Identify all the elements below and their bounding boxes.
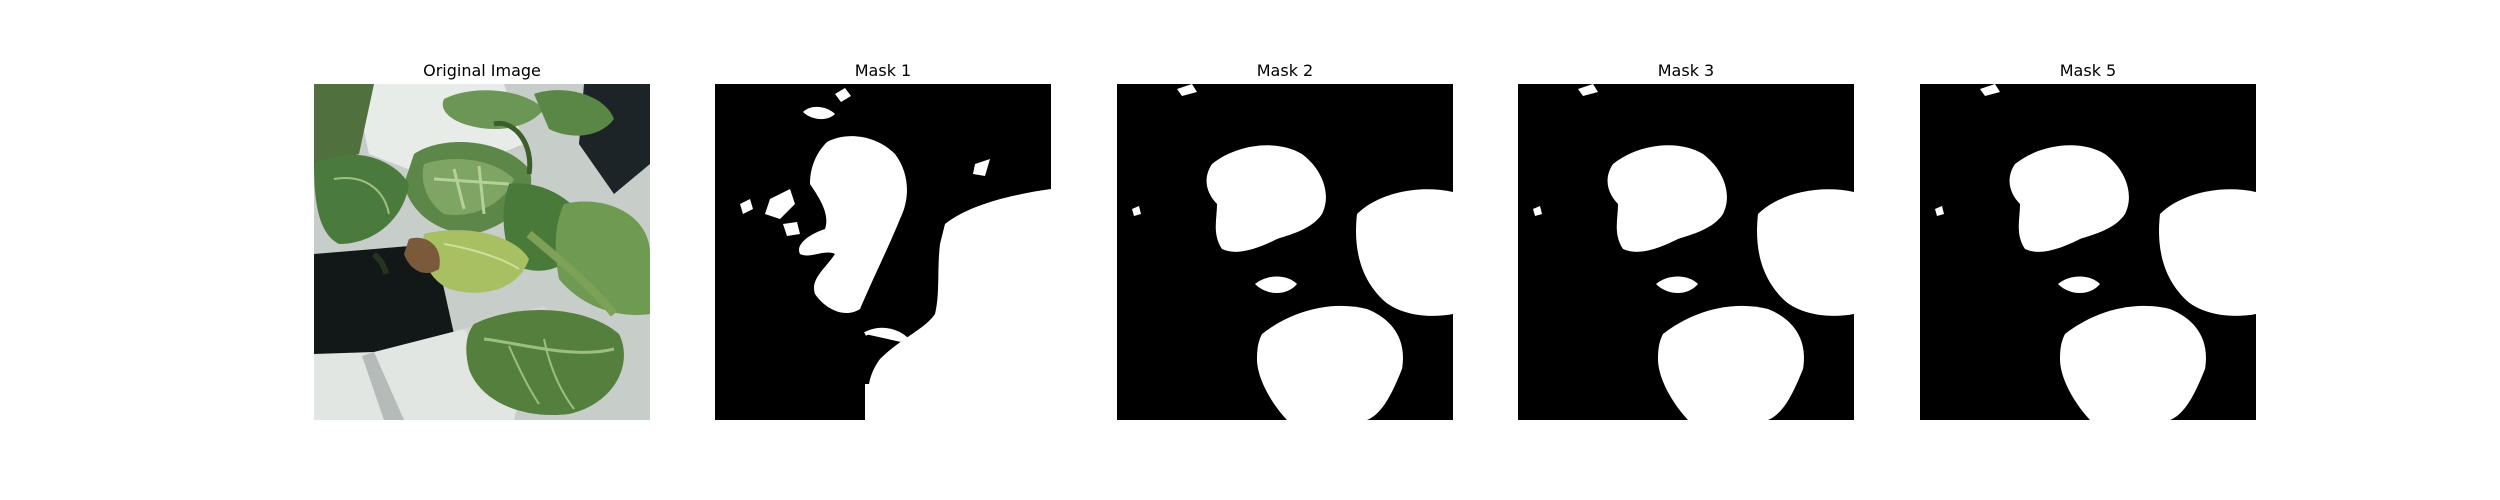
mask-1-shape	[715, 84, 1051, 420]
panel-mask-5: Mask 5	[1920, 58, 2256, 420]
original-photo	[314, 84, 650, 420]
mask-2-image	[1117, 84, 1453, 420]
panel-mask-2: Mask 2	[1117, 58, 1453, 420]
mask-3-shape	[1518, 84, 1854, 420]
mask-5-shape	[1920, 84, 2256, 420]
panel-mask-1: Mask 1	[715, 58, 1051, 420]
panel-original-image: Original Image	[314, 58, 650, 420]
panel-title-original: Original Image	[423, 61, 541, 80]
mask-3-image	[1518, 84, 1854, 420]
panel-title-mask-1: Mask 1	[854, 61, 912, 80]
panel-title-mask-5: Mask 5	[2059, 61, 2117, 80]
mask-5-image	[1920, 84, 2256, 420]
panel-mask-3: Mask 3	[1518, 58, 1854, 420]
mask-2-shape	[1117, 84, 1453, 420]
panel-title-mask-2: Mask 2	[1256, 61, 1314, 80]
mask-1-image	[715, 84, 1051, 420]
plant-photo-illustration	[314, 84, 650, 420]
panel-title-mask-3: Mask 3	[1657, 61, 1715, 80]
